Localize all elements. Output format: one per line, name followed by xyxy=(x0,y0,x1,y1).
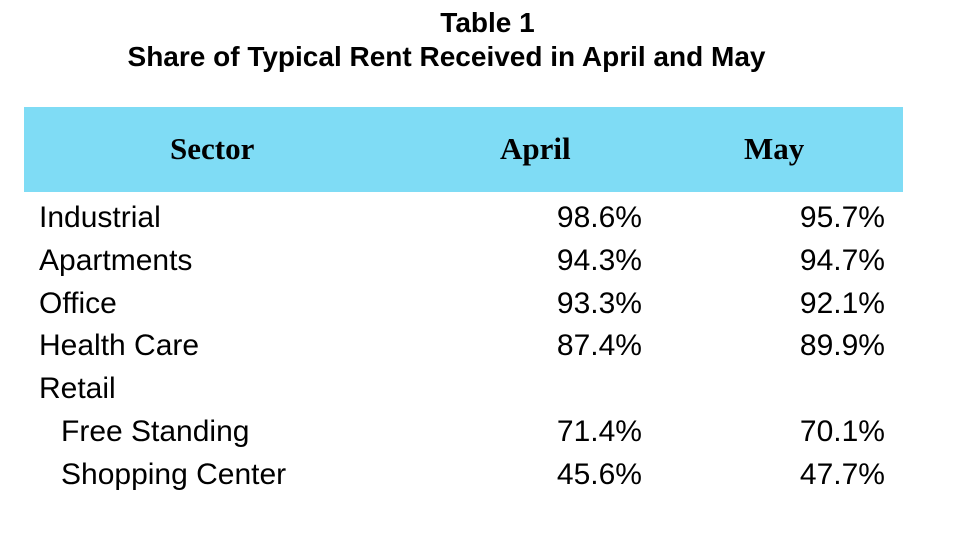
april-value: 71.4% xyxy=(556,414,642,448)
table-row: Shopping Center 45.6% 47.7% xyxy=(0,455,953,498)
table-row: Health Care 87.4% 89.9% xyxy=(0,326,953,369)
table-row: Office 93.3% 92.1% xyxy=(0,284,953,327)
april-value: 94.3% xyxy=(556,243,642,277)
april-value: 87.4% xyxy=(556,329,642,363)
header-band xyxy=(24,107,903,192)
table-title-block: Table 1 Share of Typical Rent Received i… xyxy=(0,6,953,74)
column-header-may: May xyxy=(744,131,805,166)
row-label: Shopping Center xyxy=(61,457,287,491)
may-value: 89.9% xyxy=(799,329,885,363)
row-label: Office xyxy=(39,286,117,320)
table-row: Retail xyxy=(0,369,953,412)
table-title: Table 1 xyxy=(440,7,535,38)
april-value: 93.3% xyxy=(556,286,642,320)
row-label: Health Care xyxy=(39,329,200,363)
table-row: Industrial 98.6% 95.7% xyxy=(0,198,953,241)
april-value: 45.6% xyxy=(556,457,642,491)
table-row: Apartments 94.3% 94.7% xyxy=(0,241,953,284)
may-value: 47.7% xyxy=(799,457,885,491)
column-header-april: April xyxy=(500,131,571,166)
table-row: Free Standing 71.4% 70.1% xyxy=(0,412,953,455)
table-subtitle: Share of Typical Rent Received in April … xyxy=(127,41,766,72)
row-label: Apartments xyxy=(39,243,193,277)
may-value: 94.7% xyxy=(799,243,885,277)
column-header-sector: Sector xyxy=(170,131,255,166)
may-value: 92.1% xyxy=(799,286,885,320)
row-label: Industrial xyxy=(39,201,161,234)
may-value: 70.1% xyxy=(799,414,885,448)
april-value: 98.6% xyxy=(556,201,642,234)
row-label: Free Standing xyxy=(61,414,250,448)
row-label: Retail xyxy=(39,372,116,406)
table-body: Industrial 98.6% 95.7% Apartments 94.3% … xyxy=(0,198,953,498)
may-value: 95.7% xyxy=(799,201,885,234)
